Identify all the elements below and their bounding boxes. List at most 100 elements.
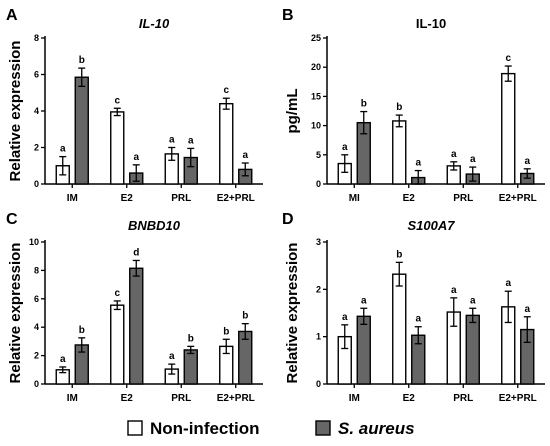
y-tick-label: 20 xyxy=(311,62,321,72)
error-bar xyxy=(341,324,349,350)
significance-letter: a xyxy=(524,304,530,315)
error-bar xyxy=(504,65,512,82)
chart-title: IL-10 xyxy=(139,16,170,31)
x-tick-label: E2 xyxy=(403,193,416,204)
x-tick-label: IM xyxy=(67,193,78,204)
error-bar xyxy=(504,290,512,324)
legend: Non-infection S. aureus xyxy=(127,419,415,438)
error-bar xyxy=(469,307,477,324)
y-tick-label: 25 xyxy=(311,33,321,43)
error-bar xyxy=(168,146,176,161)
error-bar xyxy=(187,345,195,355)
x-tick-label: PRL xyxy=(453,193,473,204)
y-tick-label: 8 xyxy=(34,265,39,275)
x-tick-label: PRL xyxy=(171,193,191,204)
error-bar xyxy=(78,67,86,88)
error-bar xyxy=(222,97,230,110)
x-tick-label: E2 xyxy=(121,193,134,204)
y-tick-label: 15 xyxy=(311,91,321,101)
error-bar xyxy=(414,326,422,345)
bar-s-aureus xyxy=(356,315,371,385)
y-axis-label: Relative expression xyxy=(7,243,24,384)
y-tick-label: 3 xyxy=(316,237,321,247)
y-tick-label: 4 xyxy=(34,322,39,332)
significance-letter: b xyxy=(242,311,248,322)
x-tick-label: E2+PRL xyxy=(499,393,537,404)
panel-letter: C xyxy=(6,211,18,228)
x-tick-label: E2+PRL xyxy=(499,193,537,204)
error-bar xyxy=(523,168,531,179)
x-tick-label: E2 xyxy=(403,393,416,404)
error-bar xyxy=(241,322,249,340)
significance-letter: b xyxy=(188,333,194,344)
bar-non-infection xyxy=(110,111,125,185)
significance-letter: b xyxy=(396,249,402,260)
x-tick-label: PRL xyxy=(171,393,191,404)
error-bar xyxy=(59,366,67,374)
panel-letter: B xyxy=(282,7,294,24)
error-bar xyxy=(59,155,67,176)
error-bar xyxy=(222,338,230,355)
significance-letter: a xyxy=(133,152,139,163)
x-tick-label: IM xyxy=(67,393,78,404)
significance-letter: c xyxy=(223,85,229,96)
legend-swatch-s-aureus xyxy=(315,420,331,436)
panel-b: B IL-10 pg/mL 0 5 10 15 20 25 MI a b E2 b a PRL a a E2+PRL… xyxy=(282,7,545,204)
panel-letter: A xyxy=(6,7,18,24)
panel-d: D S100A7 Relative expression 0 1 2 3 IM a a E2 b a PR… xyxy=(282,211,545,404)
y-tick-label: 10 xyxy=(29,237,39,247)
error-bar xyxy=(450,297,458,327)
legend-swatch-non-infection xyxy=(127,420,143,436)
error-bar xyxy=(360,110,368,135)
y-tick-label: 6 xyxy=(34,70,39,80)
error-bar xyxy=(523,316,531,343)
error-bar xyxy=(132,164,140,182)
bar-s-aureus xyxy=(183,349,198,385)
error-bar xyxy=(168,363,176,375)
x-tick-label: E2 xyxy=(121,393,134,404)
y-tick-label: 1 xyxy=(316,332,321,342)
bar-non-infection xyxy=(501,72,516,185)
y-tick-label: 10 xyxy=(311,121,321,131)
y-axis-label: pg/mL xyxy=(284,89,301,134)
error-bar xyxy=(241,162,249,177)
error-bar xyxy=(395,261,403,287)
significance-letter: b xyxy=(79,55,85,66)
significance-letter: c xyxy=(114,288,120,299)
error-bar xyxy=(450,161,458,171)
significance-letter: a xyxy=(60,354,66,365)
error-bar xyxy=(113,107,121,117)
y-tick-label: 6 xyxy=(34,294,39,304)
chart-title: IL-10 xyxy=(416,16,446,31)
panel-c: C BNBD10 Relative expression 0 2 4 6 8 10 IM a b E2 c… xyxy=(6,211,263,404)
error-bar xyxy=(341,154,349,173)
significance-letter: a xyxy=(342,142,348,153)
legend-label-non-infection: Non-infection xyxy=(150,419,260,438)
y-tick-label: 2 xyxy=(316,284,321,294)
bar-s-aureus xyxy=(74,76,89,185)
significance-letter: a xyxy=(451,285,457,296)
significance-letter: b xyxy=(361,99,367,110)
panel-a: A IL-10 Relative expression 0 2 4 6 8 IM a b E2 c a PR… xyxy=(6,7,263,204)
significance-letter: a xyxy=(188,135,194,146)
panel-letter: D xyxy=(282,211,294,228)
x-tick-label: E2+PRL xyxy=(217,393,255,404)
bar-non-infection xyxy=(110,304,125,385)
x-tick-label: PRL xyxy=(453,393,473,404)
error-bar xyxy=(78,337,86,353)
panels: A IL-10 Relative expression 0 2 4 6 8 IM a b E2 c a PR… xyxy=(6,7,545,404)
significance-letter: a xyxy=(415,314,421,325)
x-tick-label: MI xyxy=(349,193,360,204)
significance-letter: b xyxy=(396,102,402,113)
bar-s-aureus xyxy=(129,267,144,385)
y-tick-label: 8 xyxy=(34,33,39,43)
significance-letter: c xyxy=(505,53,511,64)
error-bar xyxy=(132,259,140,277)
error-bar xyxy=(414,169,422,185)
error-bar xyxy=(469,166,477,182)
bar-s-aureus xyxy=(465,314,480,385)
chart-title: BNBD10 xyxy=(128,218,181,233)
y-axis-label: Relative expression xyxy=(284,243,301,384)
y-tick-label: 0 xyxy=(34,179,39,189)
